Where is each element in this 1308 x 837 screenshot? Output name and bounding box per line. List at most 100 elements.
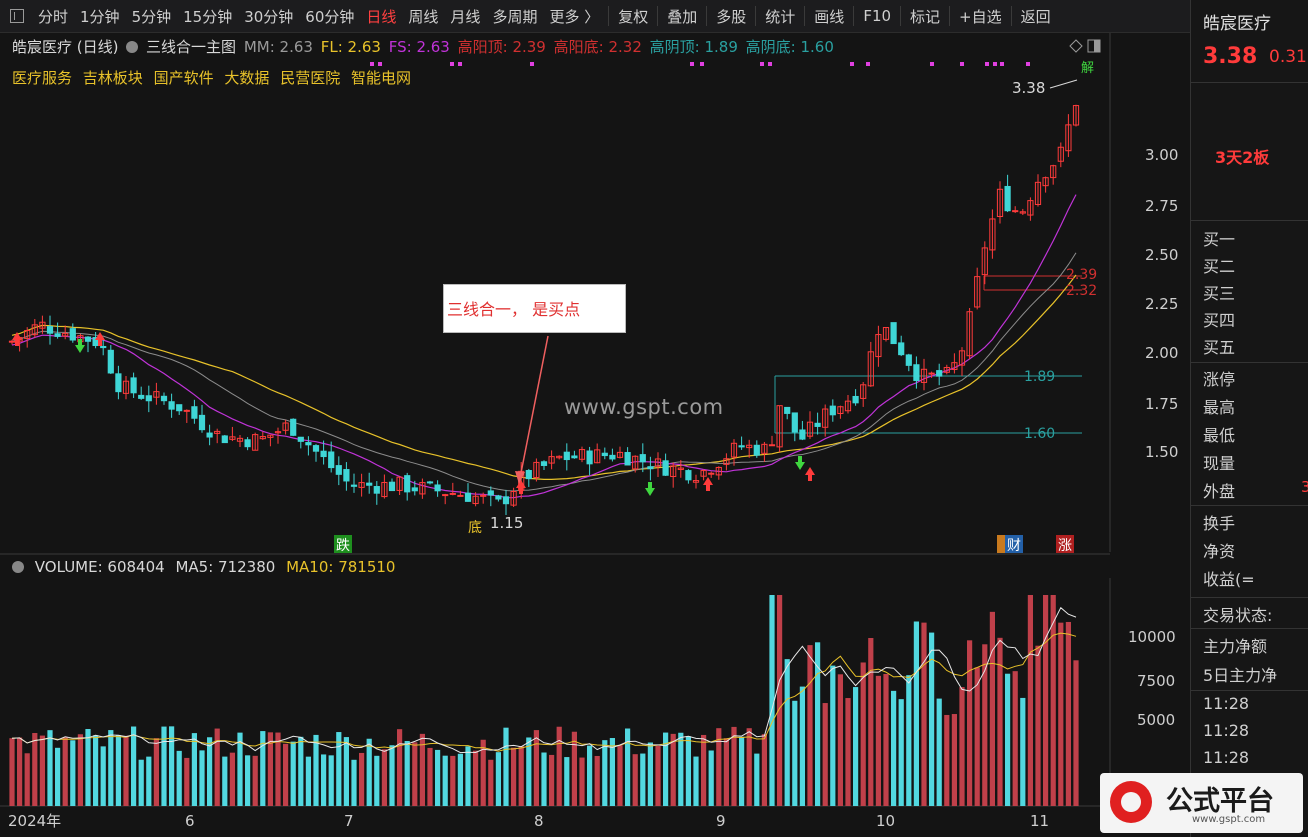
candle-body <box>145 395 152 402</box>
candle-body <box>8 340 16 343</box>
candle-body <box>958 350 966 366</box>
volume-bar <box>450 755 456 806</box>
volume-bar <box>214 728 220 806</box>
time-tick: 9 <box>716 812 726 830</box>
volume-bar <box>1065 621 1071 806</box>
candle-body <box>510 491 517 506</box>
candle-body <box>548 456 555 464</box>
tab-more[interactable]: 更多 〉 <box>549 7 600 26</box>
volume-bar <box>708 750 714 806</box>
candle-body <box>297 436 304 442</box>
volume-bar <box>473 750 479 806</box>
diamond-icon[interactable] <box>1069 39 1083 53</box>
layout-icon[interactable] <box>10 9 24 23</box>
concept-tag[interactable]: 民营医院 <box>280 69 341 87</box>
buy-arrow <box>516 480 526 494</box>
candle-body <box>1004 185 1011 212</box>
mark-button[interactable]: 标记 <box>910 7 941 26</box>
signal-dots <box>370 62 1030 66</box>
candle-body <box>715 466 722 476</box>
toolbar-divider <box>900 6 902 26</box>
fuquan-button[interactable]: 复权 <box>618 7 649 26</box>
time-tick: 6 <box>185 812 195 830</box>
add-watchlist-button[interactable]: +自选 <box>959 7 1002 26</box>
kline-chart[interactable]: 3.00 2.75 2.50 2.25 2.00 1.75 1.50 2.39 … <box>0 33 1190 837</box>
tab-fenshi[interactable]: 分时 <box>38 7 69 26</box>
tab-multi-period[interactable]: 多周期 <box>492 7 538 26</box>
draw-button[interactable]: 画线 <box>814 7 845 26</box>
tab-daily[interactable]: 日线 <box>366 7 397 26</box>
tab-5min[interactable]: 5分钟 <box>131 7 172 26</box>
tab-30min[interactable]: 30分钟 <box>244 7 294 26</box>
candle-body <box>267 434 274 438</box>
volume-bar <box>944 714 950 806</box>
signal-dot <box>850 62 854 66</box>
last-price-label: 3.38 <box>1012 79 1045 97</box>
main-net-5day[interactable]: 5日主力净 <box>1203 666 1278 685</box>
candle-body <box>404 475 411 493</box>
volume-bar <box>199 750 205 806</box>
candle-body <box>107 349 114 374</box>
main-net-amount[interactable]: 主力净额 <box>1203 637 1268 656</box>
volume-bar <box>465 746 471 806</box>
volume-bar <box>594 755 600 806</box>
volume-bar <box>693 756 699 806</box>
concept-tag[interactable]: 医疗服务 <box>12 69 73 87</box>
signal-dot <box>690 62 694 66</box>
price-tick: 2.50 <box>1145 246 1178 264</box>
candle-body <box>426 481 434 484</box>
volume-bar <box>351 759 357 806</box>
candle-body <box>974 276 981 308</box>
candle-body <box>829 405 836 416</box>
toolbar-divider <box>608 6 610 26</box>
candle-body <box>943 366 950 373</box>
volume-bar <box>640 753 646 806</box>
back-button[interactable]: 返回 <box>1020 7 1051 26</box>
tab-weekly[interactable]: 周线 <box>408 7 439 26</box>
chevron-down-icon[interactable] <box>126 41 139 53</box>
concept-tag[interactable]: 国产软件 <box>153 69 214 87</box>
die-badge <box>334 535 352 553</box>
volume-bar <box>936 698 942 806</box>
volume-bar <box>290 741 296 806</box>
volume-bar <box>495 752 501 806</box>
candle-body <box>1012 210 1019 213</box>
candle-body <box>244 439 251 448</box>
level-label-gyin-bottom: 1.60 <box>1024 426 1055 442</box>
multi-stock-button[interactable]: 多股 <box>716 7 747 26</box>
candle-body <box>761 443 768 454</box>
signal-dot <box>370 62 374 66</box>
tab-60min[interactable]: 60分钟 <box>305 7 355 26</box>
concept-tag[interactable]: 大数据 <box>224 69 270 87</box>
candle-body <box>24 330 31 339</box>
candle-body <box>472 495 479 505</box>
candle-body <box>525 470 532 480</box>
gyin-top-value: 高阴顶: 1.89 <box>649 38 738 56</box>
candle-body <box>533 461 540 479</box>
indicator-name[interactable]: 三线合一主图 <box>146 38 237 56</box>
tab-1min[interactable]: 1分钟 <box>80 7 120 26</box>
volume-bar <box>435 749 441 806</box>
candle-body <box>601 452 608 457</box>
candle-body <box>464 492 472 502</box>
volume-bar <box>1035 645 1041 806</box>
tab-15min[interactable]: 15分钟 <box>183 7 233 26</box>
jie-marker: 解 <box>1081 61 1094 76</box>
stats-button[interactable]: 统计 <box>765 7 796 26</box>
chevron-down-icon[interactable] <box>12 561 24 573</box>
quote-divider <box>1191 628 1308 629</box>
time-tick: 2024年 <box>8 812 61 830</box>
volume-bar <box>1005 673 1011 806</box>
volume-bar <box>678 732 684 806</box>
tab-monthly[interactable]: 月线 <box>450 7 481 26</box>
overlay-button[interactable]: 叠加 <box>667 7 698 26</box>
concept-tag[interactable]: 吉林板块 <box>82 69 143 87</box>
toolbar-divider <box>853 6 855 26</box>
volume-bar <box>549 754 555 806</box>
concept-tag[interactable]: 智能电网 <box>350 69 411 87</box>
f10-button[interactable]: F10 <box>863 7 892 25</box>
signal-arrows <box>12 332 815 496</box>
candle-body <box>1042 177 1049 187</box>
guocai-badge-text: 财 <box>1007 538 1021 554</box>
signal-dot <box>458 62 462 66</box>
